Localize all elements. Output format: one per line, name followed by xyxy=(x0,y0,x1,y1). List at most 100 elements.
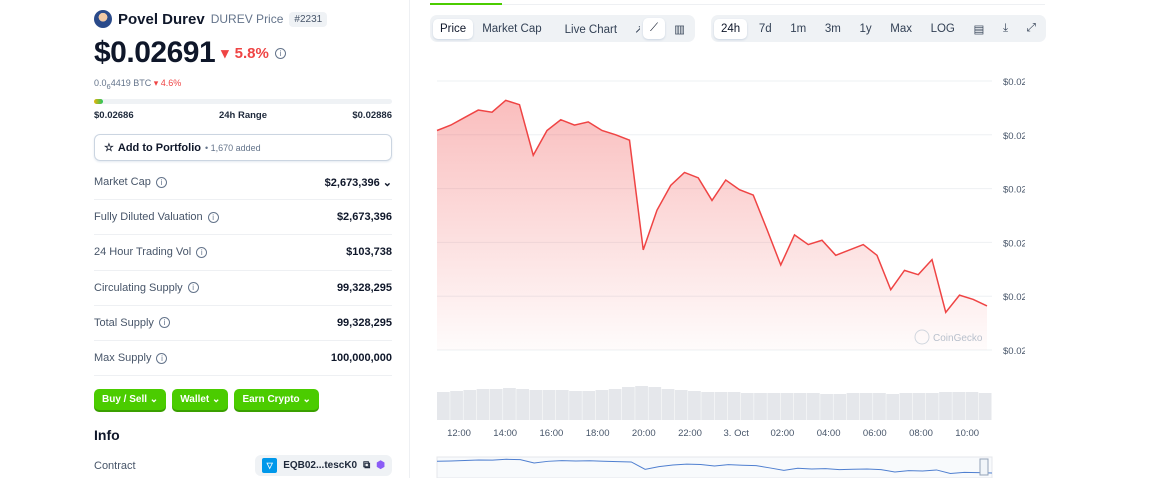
navigator-handle[interactable] xyxy=(979,458,989,476)
x-tick-label: 06:00 xyxy=(863,428,887,439)
volume-bar xyxy=(939,392,952,420)
volume-bar xyxy=(529,390,543,420)
info-heading: Info xyxy=(94,427,120,443)
tab-market-cap[interactable]: Market Cap xyxy=(482,22,542,35)
price-chart[interactable]: $0.029 $0.0285 $0.028 $0.0275 $0.027 $0.0265 C… xyxy=(425,60,1025,478)
range-tab-log[interactable]: LOG xyxy=(930,22,955,35)
volume-bar xyxy=(740,393,754,420)
volume-bar xyxy=(569,391,582,420)
stat-row: Total Supply i 99,328,295 xyxy=(94,306,392,341)
volume-bar xyxy=(437,392,450,420)
buy-sell-label: Buy / Sell xyxy=(102,394,148,405)
chart-type-tabs: Price Market Cap Live Chart ↗ xyxy=(430,15,661,42)
fullscreen-icon[interactable]: ⤢ xyxy=(1026,22,1036,34)
volume-bar xyxy=(622,387,635,420)
info-icon[interactable]: i xyxy=(187,282,199,294)
earn-crypto-button[interactable]: Earn Crypto ⌄ xyxy=(234,389,319,410)
volume-bar xyxy=(714,392,728,420)
volume-bar xyxy=(873,393,886,420)
x-tick-label: 12:00 xyxy=(447,428,471,439)
info-icon[interactable]: i xyxy=(196,246,208,258)
range-label: 24h Range xyxy=(218,110,268,121)
volume-bar xyxy=(820,394,833,420)
wallet-label: Wallet xyxy=(180,394,210,405)
coin-logo-icon xyxy=(94,10,112,28)
stat-label: Total Supply xyxy=(94,316,154,329)
volume-bar xyxy=(648,387,662,420)
contract-row: Contract ▽ EQB02...tescK0 ⧉ ⬢ xyxy=(94,455,392,476)
btc-price-sub: 6 xyxy=(106,81,111,91)
wallet-button[interactable]: Wallet ⌄ xyxy=(172,389,229,410)
add-to-portfolio-button[interactable]: ☆ Add to Portfolio • 1,670 added xyxy=(94,134,392,161)
line-chart-icon[interactable]: ⟋ xyxy=(643,18,666,39)
info-icon[interactable]: i xyxy=(155,176,167,188)
tab-underline xyxy=(430,3,1045,5)
price-line xyxy=(436,99,988,314)
calendar-icon[interactable]: ▤ xyxy=(973,23,985,36)
x-tick-label: 18:00 xyxy=(586,428,610,439)
range-bar xyxy=(94,99,392,104)
volume-bar xyxy=(516,389,529,420)
info-icon[interactable]: i xyxy=(274,47,286,59)
btc-price-prefix: 0.0 xyxy=(94,78,107,88)
y-tick-label: $0.029 xyxy=(1003,77,1025,88)
range-tab-7d[interactable]: 7d xyxy=(758,22,772,35)
action-buttons: Buy / Sell ⌄ Wallet ⌄ Earn Crypto ⌄ xyxy=(94,389,319,410)
volume-bar xyxy=(899,393,913,420)
range-tab-1m[interactable]: 1m xyxy=(790,22,807,35)
volume-bar xyxy=(965,392,979,420)
volume-bar xyxy=(608,389,622,420)
y-tick-label: $0.0275 xyxy=(1003,238,1025,249)
btc-price: 0.064419 BTC ▾ 4.6% xyxy=(94,78,181,91)
explorer-icon[interactable]: ⬢ xyxy=(376,460,385,471)
download-icon[interactable]: ⤓ xyxy=(1003,22,1009,34)
range-tab-3m[interactable]: 3m xyxy=(824,22,841,35)
range-labels: $0.02686 24h Range $0.02886 xyxy=(94,110,392,121)
coingecko-watermark: CoinGecko xyxy=(933,333,983,344)
contract-pill[interactable]: ▽ EQB02...tescK0 ⧉ ⬢ xyxy=(255,455,392,476)
caret-down-icon: ▾ xyxy=(153,78,159,88)
portfolio-count: • 1,670 added xyxy=(204,142,261,153)
candlestick-icon[interactable]: ▥ xyxy=(674,23,685,36)
y-tick-label: $0.0285 xyxy=(1003,131,1025,142)
buy-sell-button[interactable]: Buy / Sell ⌄ xyxy=(94,389,167,410)
volume-bar xyxy=(793,393,807,420)
range-tab-max[interactable]: Max xyxy=(890,22,912,35)
tab-live-chart[interactable]: Live Chart ↗ xyxy=(551,18,658,40)
price-area xyxy=(437,100,987,350)
volume-bar xyxy=(754,393,767,420)
tab-price[interactable]: Price xyxy=(433,18,474,39)
stats-table: Market Cap i $2,673,396 ⌄ Fully Diluted Val… xyxy=(94,165,392,377)
volume-bar xyxy=(886,394,899,420)
coingecko-logo-icon xyxy=(914,329,930,345)
range-tab-1y[interactable]: 1y xyxy=(859,22,872,35)
price-block: $0.02691 ▾ 5.8% i xyxy=(94,36,286,70)
range-bar-fill xyxy=(94,99,103,104)
current-price: $0.02691 xyxy=(94,36,216,69)
volume-bar xyxy=(925,393,939,420)
btc-price-rest: 4419 BTC xyxy=(110,78,152,88)
rank-badge: #2231 xyxy=(289,11,328,27)
contract-label: Contract xyxy=(94,459,136,472)
info-icon[interactable]: i xyxy=(158,317,170,329)
info-icon[interactable]: i xyxy=(207,211,219,223)
btc-change: 4.6% xyxy=(160,78,182,88)
stat-value: 99,328,295 xyxy=(336,281,392,294)
chevron-down-icon[interactable]: ⌄ xyxy=(382,176,392,189)
info-icon[interactable]: i xyxy=(156,352,168,364)
volume-bar xyxy=(635,386,648,420)
x-tick-label: 08:00 xyxy=(909,428,933,439)
volume-bar xyxy=(912,393,926,420)
x-tick-label: 02:00 xyxy=(771,428,795,439)
coin-name: Povel Durev xyxy=(118,10,205,28)
volume-bar xyxy=(767,393,781,420)
volume-bar xyxy=(978,393,992,420)
volume-bar xyxy=(476,389,490,420)
volume-bar xyxy=(661,389,675,420)
range-tab-24h[interactable]: 24h xyxy=(714,18,748,39)
navigator[interactable] xyxy=(436,456,993,478)
stat-row: Fully Diluted Valuation i $2,673,396 xyxy=(94,200,392,236)
y-tick-label: $0.0265 xyxy=(1003,346,1025,357)
copy-icon[interactable]: ⧉ xyxy=(363,460,371,471)
stat-row: 24 Hour Trading Vol i $103,738 xyxy=(94,235,392,271)
